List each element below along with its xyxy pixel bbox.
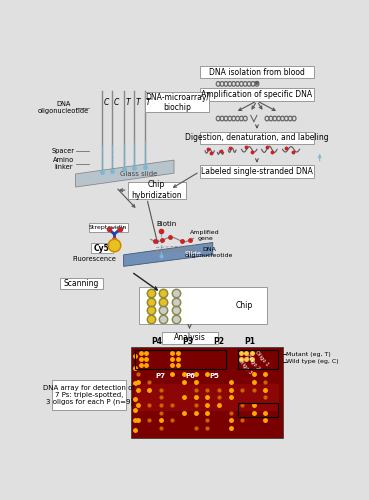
- Polygon shape: [124, 242, 213, 266]
- Text: Mutant (eg, T): Mutant (eg, T): [286, 352, 330, 356]
- Text: Biotin: Biotin: [156, 221, 176, 227]
- FancyBboxPatch shape: [162, 332, 218, 344]
- FancyBboxPatch shape: [135, 384, 279, 411]
- Text: T: T: [125, 98, 130, 106]
- Text: DNA
oligonucleotide: DNA oligonucleotide: [185, 247, 233, 258]
- Text: Amplification of specific DNA: Amplification of specific DNA: [201, 90, 313, 99]
- FancyBboxPatch shape: [128, 182, 186, 198]
- Text: Spacer: Spacer: [52, 148, 75, 154]
- Polygon shape: [76, 160, 174, 187]
- Text: Analysis: Analysis: [174, 334, 206, 342]
- Text: Digestion, denaturation, and labeling: Digestion, denaturation, and labeling: [185, 134, 329, 142]
- Text: Slide: Slide: [185, 251, 202, 257]
- FancyBboxPatch shape: [91, 244, 113, 254]
- FancyBboxPatch shape: [60, 278, 103, 289]
- Text: Chip: Chip: [235, 301, 252, 310]
- FancyBboxPatch shape: [200, 66, 314, 78]
- Text: C: C: [103, 98, 109, 106]
- Text: P3: P3: [182, 338, 193, 346]
- Text: Labeled single-stranded DNA: Labeled single-stranded DNA: [201, 167, 313, 176]
- Text: P6: P6: [185, 372, 195, 378]
- Text: C: C: [114, 98, 119, 106]
- Text: T: T: [146, 98, 151, 106]
- Text: Oligo 3: Oligo 3: [237, 358, 252, 375]
- FancyBboxPatch shape: [131, 347, 283, 438]
- Text: P2: P2: [213, 338, 224, 346]
- FancyBboxPatch shape: [200, 88, 314, 101]
- FancyBboxPatch shape: [139, 287, 267, 324]
- Text: Glass slide: Glass slide: [120, 171, 158, 177]
- Text: DNA
oligonucleotide: DNA oligonucleotide: [38, 101, 89, 114]
- FancyBboxPatch shape: [52, 380, 126, 410]
- Text: Wild type (eg, C): Wild type (eg, C): [286, 360, 338, 364]
- Text: P4: P4: [151, 338, 162, 346]
- Text: P5: P5: [209, 372, 219, 378]
- Text: Amplified
gene: Amplified gene: [190, 230, 220, 241]
- FancyBboxPatch shape: [200, 166, 314, 178]
- Text: Oligo 2: Oligo 2: [245, 354, 261, 372]
- Text: DNA-microarray/
biochip: DNA-microarray/ biochip: [145, 92, 209, 112]
- Text: Scanning: Scanning: [64, 279, 99, 288]
- Text: DNA isolation from blood: DNA isolation from blood: [209, 68, 305, 77]
- FancyBboxPatch shape: [89, 223, 128, 232]
- Text: DNA array for detection of
7 Ps: triple-spotted,
3 oligos for each P (n=9): DNA array for detection of 7 Ps: triple-…: [43, 384, 135, 405]
- FancyBboxPatch shape: [145, 92, 209, 112]
- Text: Chip
hybridization: Chip hybridization: [131, 180, 182, 200]
- Text: Fluorescence: Fluorescence: [72, 256, 116, 262]
- Text: P1: P1: [244, 338, 255, 346]
- Text: T: T: [135, 98, 140, 106]
- FancyBboxPatch shape: [200, 132, 314, 144]
- Text: Cy5: Cy5: [94, 244, 110, 253]
- Text: Oligo 1: Oligo 1: [254, 350, 269, 368]
- Text: Amino
linker: Amino linker: [52, 158, 74, 170]
- Text: P7: P7: [156, 372, 166, 378]
- Text: Streptavidin: Streptavidin: [89, 226, 127, 230]
